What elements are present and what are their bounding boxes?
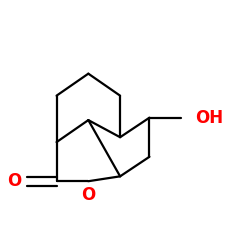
Text: O: O	[81, 186, 96, 204]
Text: OH: OH	[195, 109, 223, 127]
Text: O: O	[7, 172, 21, 190]
